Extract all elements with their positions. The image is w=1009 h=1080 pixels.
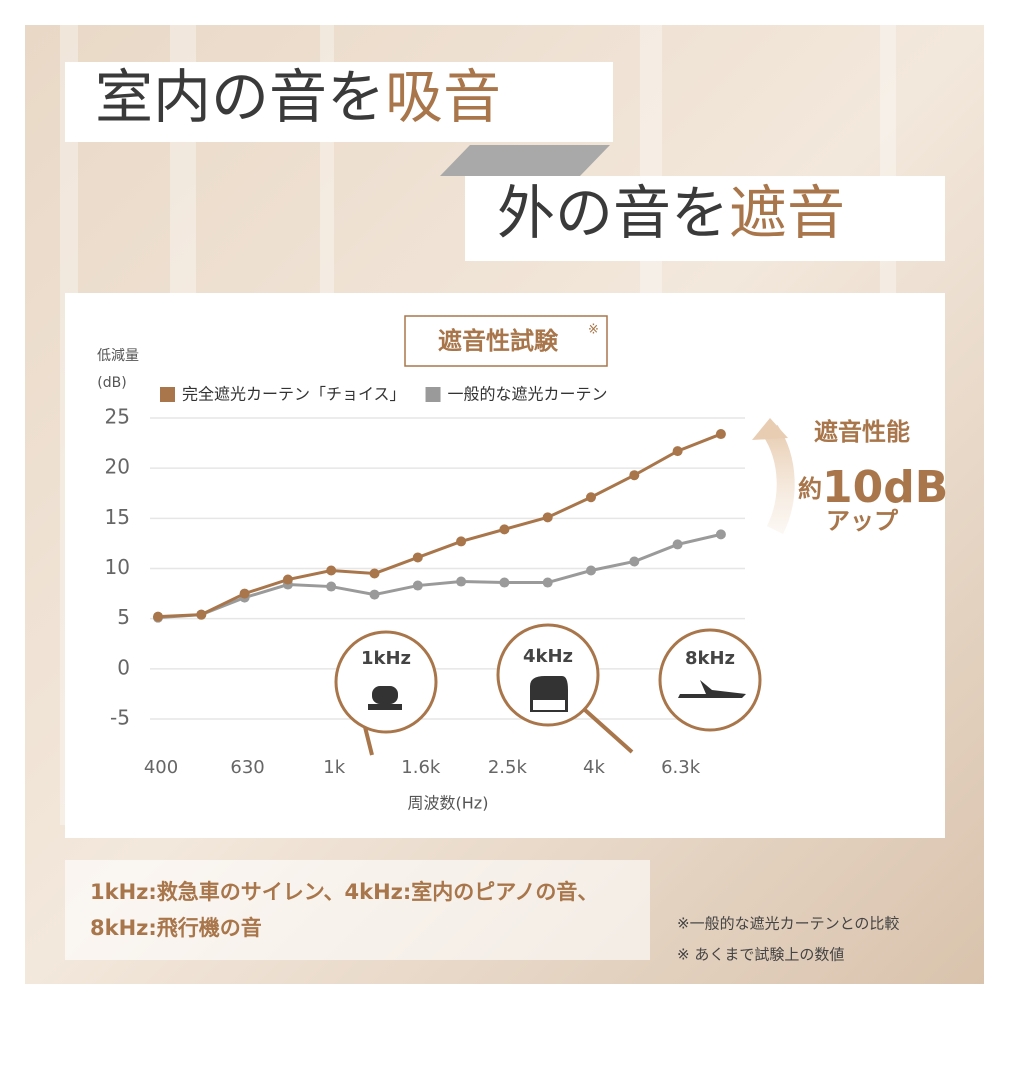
divider [440, 145, 610, 176]
annotation-text: 約 [798, 475, 822, 503]
y-tick-label: 20 [105, 455, 130, 479]
callout-label: 8kHz [685, 648, 735, 669]
x-tick-label: 1.6k [401, 757, 441, 778]
callout: 1kHz [334, 630, 438, 756]
headline-accent: 吸音 [385, 65, 501, 130]
series-line [157, 532, 722, 620]
series-line [157, 432, 722, 619]
x-tick-label: 400 [144, 757, 178, 778]
x-tick-label: 6.3k [661, 757, 701, 778]
data-point [542, 512, 553, 523]
annotation: 約10dB [798, 462, 948, 513]
title-note: ※ [588, 323, 599, 338]
annotation-value: 10dB [822, 462, 948, 513]
headline-accent: 遮音 [729, 181, 845, 246]
up-arrow [762, 425, 795, 535]
headline-text: 室内の音を [95, 65, 385, 130]
data-point [672, 446, 683, 457]
y-tick-label: 0 [117, 655, 130, 679]
data-point [412, 552, 423, 563]
footer-text: 1kHz:救急車のサイレン、4kHz:室内のピアノの音、 [90, 880, 598, 904]
y-tick-label: 25 [105, 405, 130, 429]
callout: 4kHz [496, 623, 634, 754]
data-point [499, 524, 510, 535]
data-point [369, 568, 380, 579]
data-point [196, 609, 207, 620]
data-point [542, 577, 553, 588]
data-point [629, 556, 640, 567]
plot: -5 0 5 10 15 20 25 400 630 1k 1.6k 2.5k 4k 6.3k 完全遮光カー… [105, 385, 745, 778]
data-point [715, 529, 726, 540]
chart-panel [65, 293, 945, 838]
data-point [586, 565, 596, 576]
y-tick-label: 15 [105, 505, 130, 529]
legend-swatch [160, 387, 175, 402]
footnote: ※ あくまで試験上の数値 [677, 946, 844, 964]
data-point [456, 576, 467, 587]
headline-box [65, 62, 613, 142]
data-point [672, 539, 683, 550]
data-point [499, 577, 510, 588]
legend-swatch [425, 387, 441, 402]
data-point [153, 611, 163, 622]
y-tick-label: -5 [110, 706, 130, 730]
data-point [326, 565, 337, 576]
headline: 室内の音を吸音 [95, 65, 501, 130]
data-point [239, 588, 250, 599]
footer-box [65, 860, 650, 960]
headline-text: 外の音を [497, 181, 729, 246]
data-point [326, 581, 337, 592]
data-point [629, 470, 640, 481]
data-point [715, 429, 726, 440]
x-tick-label: 630 [230, 757, 264, 778]
footer-text: 8kHz:飛行機の音 [90, 916, 262, 940]
data-point [586, 492, 596, 503]
chart-title-box [404, 315, 608, 367]
callout: 8kHz [658, 628, 762, 732]
x-axis-label: 周波数(Hz) [408, 794, 489, 813]
y-tick-label: 5 [117, 605, 130, 629]
data-point [369, 589, 380, 600]
legend-label: 完全遮光カーテン「チョイス」 [182, 385, 406, 404]
x-tick-label: 1k [323, 757, 345, 778]
headline: 外の音を遮音 [497, 181, 845, 246]
x-tick-label: 4k [583, 757, 605, 778]
up-arrow-head [752, 418, 788, 440]
y-tick-label: 10 [105, 555, 130, 579]
chart-title: 遮音性試験 [438, 327, 559, 355]
annotation: アップ [826, 507, 899, 535]
data-point [282, 574, 293, 585]
callout-label: 1kHz [361, 648, 411, 669]
headline-box [465, 176, 945, 261]
data-point [456, 536, 467, 547]
callout-label: 4kHz [523, 646, 573, 667]
y-axis-label: 低減量 [97, 347, 139, 364]
x-tick-label: 2.5k [488, 757, 528, 778]
footnote: ※一般的な遮光カーテンとの比較 [677, 915, 899, 933]
data-point [412, 580, 423, 591]
legend-label: 一般的な遮光カーテン [448, 385, 608, 404]
annotation: 遮音性能 [814, 418, 910, 446]
y-axis-label: (dB) [97, 375, 126, 391]
